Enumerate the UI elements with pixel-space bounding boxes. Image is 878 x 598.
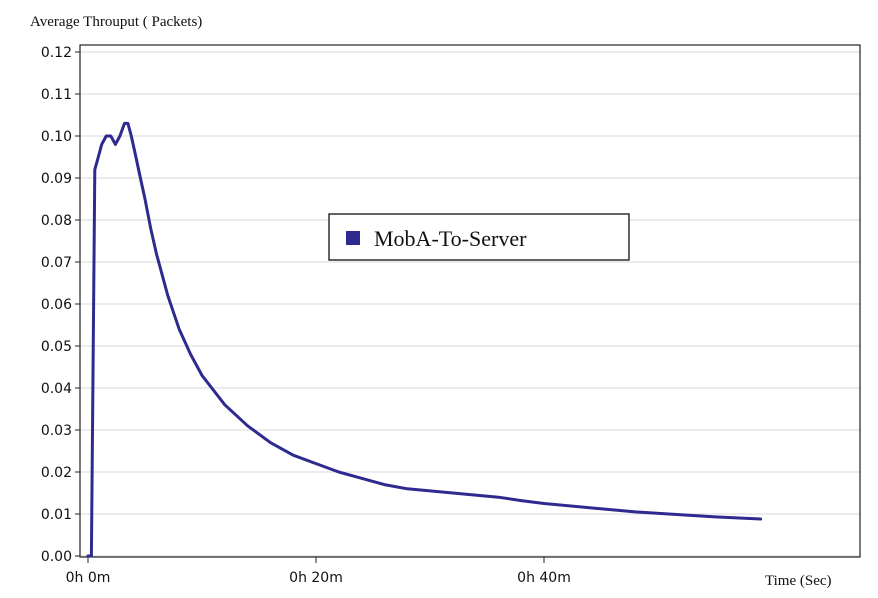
y-tick-label: 0.12 xyxy=(41,45,72,61)
y-tick-label: 0.00 xyxy=(41,549,72,565)
y-tick-label: 0.02 xyxy=(41,465,72,481)
y-tick-label: 0.10 xyxy=(41,129,72,145)
legend-entry-moba-to-server: MobA-To-Server xyxy=(374,226,527,251)
plot-frame xyxy=(79,44,861,558)
y-tick-label: 0.01 xyxy=(41,507,72,523)
y-axis-ticks: 0.00 0.01 0.02 0.03 0.04 0.05 0.06 0.07 0.08 0.09… xyxy=(41,45,80,565)
y-tick-label: 0.04 xyxy=(41,381,72,397)
y-tick-label: 0.08 xyxy=(41,213,72,229)
x-axis-title: Time (Sec) xyxy=(765,573,832,589)
legend-box xyxy=(328,213,630,261)
x-tick-label: 0h 20m xyxy=(289,570,343,586)
y-tick-label: 0.07 xyxy=(41,255,72,271)
grid-lines xyxy=(80,51,860,557)
y-tick-label: 0.06 xyxy=(41,297,72,313)
x-tick-label: 0h 0m xyxy=(66,570,111,586)
y-tick-label: 0.11 xyxy=(41,87,72,103)
x-axis-ticks: 0h 0m 0h 20m 0h 40m xyxy=(66,557,571,586)
x-tick-label: 0h 40m xyxy=(517,570,571,586)
y-tick-label: 0.09 xyxy=(41,171,72,187)
legend: MobA-To-Server xyxy=(328,213,630,261)
series-line-moba-to-server xyxy=(86,121,763,558)
legend-swatch xyxy=(346,231,360,245)
series-group xyxy=(86,121,763,558)
y-axis-title: Average Throuput ( Packets) xyxy=(30,14,202,30)
y-tick-label: 0.03 xyxy=(41,423,72,439)
y-tick-label: 0.05 xyxy=(41,339,72,355)
